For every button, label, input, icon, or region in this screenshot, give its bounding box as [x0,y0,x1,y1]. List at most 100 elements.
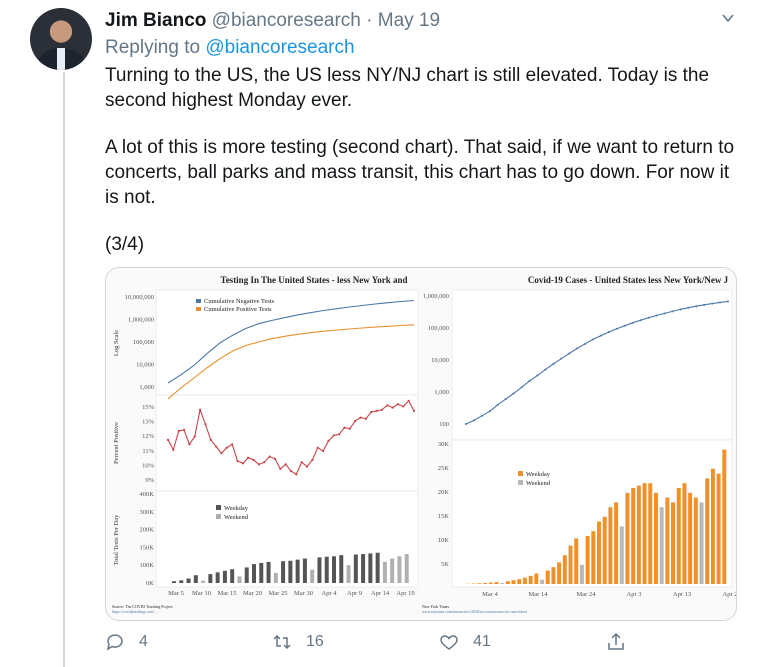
avatar[interactable] [30,8,92,70]
date-tick: Mar 5 [168,590,184,597]
cases-point [615,327,618,330]
cases-point [536,374,539,377]
cases-point [584,342,587,345]
weekend-bar [310,569,315,583]
cases-point [496,403,499,406]
cases-weekday-bar [722,449,727,584]
legend-positive: Cumulative Positive Tests [204,306,272,313]
share-button[interactable] [606,632,626,652]
percent-tick: 13% [142,419,155,426]
replying-handle-link[interactable]: @biancoresearch [205,37,355,58]
percent-point [327,439,330,443]
cases-weekday-bar [551,567,556,584]
percent-point [204,423,207,426]
like-count: 41 [473,633,491,650]
percent-point [209,438,212,441]
weekday-bar [230,569,235,583]
cases-point [488,410,491,413]
cases-point [568,352,571,355]
percent-point [370,410,373,414]
chevron-down-icon[interactable] [722,12,734,24]
cases-tick: 5K [441,561,449,568]
percent-point [241,462,244,465]
percent-point [225,446,228,449]
percent-point [252,458,255,462]
date-tick: Apr 9 [347,590,362,597]
percent-positive-label: Percent Positive [113,422,120,464]
cases-point [623,324,626,327]
percent-point [188,443,191,446]
log-scale-tick: 10,000 [136,362,154,369]
percent-point [348,427,351,430]
source-left: Source: The COVID Tracking Project [112,604,173,609]
cases-point [472,419,475,422]
cases-point [663,312,666,315]
cases-point [465,423,467,425]
percent-point [193,435,196,438]
weekend-bar [390,558,395,583]
weekday-bar [222,570,227,583]
percent-point [182,428,186,431]
percent-point [236,459,239,463]
percent-point [359,416,362,419]
weekday-bar [193,575,198,583]
total-tests-label: Total Tests Per Day [113,514,120,566]
weekday-bar [324,556,329,583]
weekday-bar [375,552,380,583]
reply-icon [106,634,123,651]
log-scale-tick: 10,000,000 [125,294,154,301]
cases-point [703,303,706,306]
percent-point [247,456,250,459]
weekday-bar [252,564,256,583]
cases-weekday-bar [688,492,693,584]
percent-point [172,448,175,452]
cases-weekday-bar [505,581,510,584]
tweet-date[interactable]: May 19 [377,10,441,31]
percent-point [215,445,218,448]
retweet-button[interactable]: 16 [272,632,324,652]
weekday-bar [361,554,366,583]
log-scale-tick: 1,000,000 [128,317,154,324]
percent-point [257,463,261,466]
weekday-bar [295,559,300,583]
cases-weekend-bar [659,507,664,584]
tweet-paragraph: (3/4) [105,234,145,255]
cases-weekday-bar [602,516,607,584]
date-tick: Mar 25 [269,590,288,597]
author-name[interactable]: Jim Bianco [105,10,207,31]
cases-point [512,392,515,395]
cases-point [655,314,658,317]
tweet-media-image[interactable]: Testing In The United States - less New … [105,267,737,621]
weekday-bar [288,560,293,583]
cases-weekday-bar [477,583,482,584]
source-left-url[interactable]: https://covidtracking.com/... [112,609,157,614]
weekend-bar [397,556,402,583]
cases-weekday-bar [557,562,562,584]
tests-tick: 150K [140,544,155,551]
like-button[interactable]: 41 [439,632,491,652]
percent-point [289,469,293,473]
log-scale-tick: 1,000 [139,384,154,391]
log-scale-label: Log Scale [113,330,120,356]
cases-log-tick: 100,000 [428,325,449,332]
cases-weekday-bar [676,488,681,584]
cases-date-tick: Apr 3 [627,591,642,598]
cases-weekday-bar [591,531,596,584]
weekday-bar [339,555,344,583]
cases-weekday-bar [682,483,687,584]
author-handle[interactable]: @biancoresearch [211,10,361,31]
cases-point [679,308,682,311]
percent-tick: 9% [145,477,154,484]
tests-per-day-panel [155,490,419,588]
percent-point [412,409,416,413]
weekday-bar [368,553,373,583]
legend-swatch-positive [196,307,201,311]
percent-tick: 11% [142,448,154,455]
weekday-bar [332,556,336,583]
source-right-url[interactable]: www.nytimes.com/interactive/2020/us/coro… [422,609,528,614]
cases-log-tick: 1,000 [434,389,449,396]
replying-to: Replying to @biancoresearch [105,37,355,59]
cases-point [647,316,650,319]
reply-button[interactable]: 4 [105,632,148,652]
percent-point [343,426,346,429]
